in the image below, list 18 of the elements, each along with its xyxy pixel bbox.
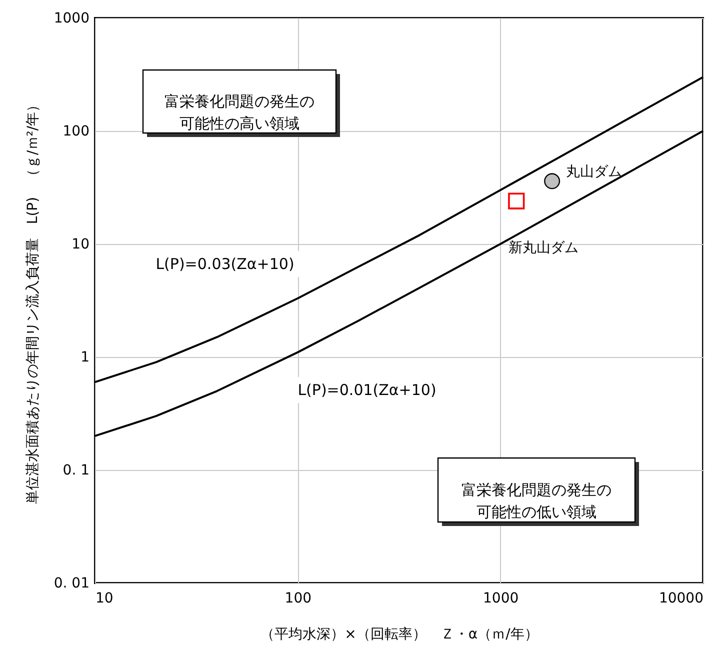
y-tick-label: 1000	[54, 10, 90, 26]
x-tick-label: 100	[284, 590, 312, 606]
y-tick-label: 100	[62, 124, 90, 140]
y-axis-title: 単位湛水面積あたりの年間リン流入負荷量 L(P) （ｇ/ｍ²/年）	[24, 98, 41, 504]
x-tick-label: 1000	[483, 590, 519, 606]
y-tick-label: 1	[80, 350, 90, 366]
annotation: 富栄養化問題の発生の可能性の低い領域	[462, 481, 612, 521]
annotation: 富栄養化問題の発生の可能性の高い領域	[164, 92, 314, 132]
x-tick-label: 10000	[658, 590, 704, 606]
y-tick-label: 0. 1	[62, 462, 90, 478]
x-tick-label: 10	[96, 590, 114, 606]
series-label: 丸山ダム	[566, 164, 622, 180]
x-axis-title: （平均水深）×（回転率） Ｚ・α（ｍ/年）	[260, 626, 538, 642]
annotation: L(P)=0.03(Zα+10)	[156, 255, 294, 273]
annotation: L(P)=0.01(Zα+10)	[298, 381, 436, 399]
y-tick-label: 0. 01	[54, 576, 90, 592]
text: 新丸山ダム	[508, 240, 578, 256]
y-tick-label: 10	[72, 236, 90, 252]
